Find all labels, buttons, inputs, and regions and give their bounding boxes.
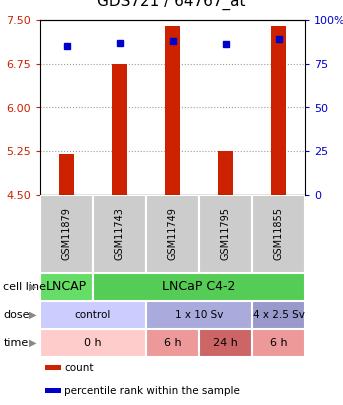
Text: ▶: ▶ — [29, 310, 37, 320]
Text: LNCaP C4-2: LNCaP C4-2 — [162, 281, 236, 294]
Text: GDS721 / 64767_at: GDS721 / 64767_at — [97, 0, 246, 10]
Bar — [217, 151, 234, 195]
Text: GSM11749: GSM11749 — [167, 207, 177, 260]
Text: ▶: ▶ — [29, 282, 37, 292]
Bar — [45, 364, 61, 371]
Bar — [146, 301, 252, 329]
Bar — [271, 26, 286, 195]
Bar — [146, 195, 199, 273]
Text: 4 x 2.5 Sv: 4 x 2.5 Sv — [252, 310, 305, 320]
Bar — [93, 195, 146, 273]
Text: 1 x 10 Sv: 1 x 10 Sv — [175, 310, 223, 320]
Text: GSM11743: GSM11743 — [115, 207, 125, 260]
Bar — [146, 329, 199, 357]
Text: GSM11855: GSM11855 — [273, 207, 284, 260]
Text: GSM11795: GSM11795 — [221, 207, 230, 260]
Text: LNCAP: LNCAP — [46, 281, 87, 294]
Bar — [40, 329, 146, 357]
Text: 6 h: 6 h — [270, 338, 287, 348]
Bar — [252, 195, 305, 273]
Text: time: time — [3, 338, 29, 348]
Text: count: count — [64, 362, 94, 373]
Text: cell line: cell line — [3, 282, 46, 292]
Text: percentile rank within the sample: percentile rank within the sample — [64, 386, 240, 396]
Bar — [252, 329, 305, 357]
Bar — [40, 301, 146, 329]
Text: 6 h: 6 h — [164, 338, 181, 348]
Text: ▶: ▶ — [29, 338, 37, 348]
Bar — [165, 26, 180, 195]
Bar — [59, 154, 74, 195]
Text: control: control — [75, 310, 111, 320]
Bar — [40, 195, 93, 273]
Bar — [199, 195, 252, 273]
Text: 0 h: 0 h — [84, 338, 102, 348]
Bar — [40, 273, 93, 301]
Bar — [252, 301, 305, 329]
Bar — [45, 388, 61, 394]
Bar — [93, 273, 305, 301]
Bar — [111, 64, 128, 195]
Text: GSM11879: GSM11879 — [61, 207, 71, 260]
Text: 24 h: 24 h — [213, 338, 238, 348]
Text: dose: dose — [3, 310, 30, 320]
Bar — [199, 329, 252, 357]
